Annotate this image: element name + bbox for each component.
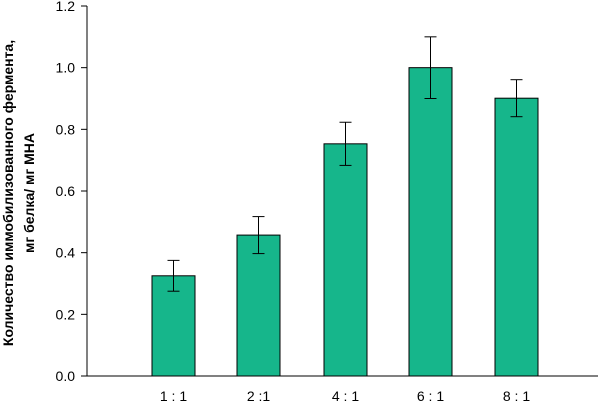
x-axis-ticks: 1 : 1 2 :1 4 : 1 6 : 1 8 : 1 [160,388,530,404]
y-axis-label-line-2: мг белка/ мг МНА [21,133,37,253]
y-axis-label: Количество иммобилизованного фермента, м… [0,40,37,346]
y-tick-label: 0.4 [56,245,76,261]
x-tick-label: 1 : 1 [160,388,187,404]
x-tick-label: 4 : 1 [332,388,359,404]
y-axis-ticks: 0.0 0.2 0.4 0.6 0.8 1.0 1.2 [56,0,87,384]
y-axis-label-line-1: Количество иммобилизованного фермента, [0,40,16,346]
bar [236,234,281,377]
bar [323,143,368,377]
x-tick-label: 8 : 1 [503,388,530,404]
y-tick-label: 0.6 [56,183,76,199]
x-tick-label: 6 : 1 [417,388,444,404]
bar [408,67,453,377]
y-tick-label: 0.8 [56,121,76,137]
y-tick-label: 1.0 [56,60,76,76]
bars-group [151,67,539,377]
y-tick-label: 0.2 [56,306,76,322]
y-tick-label: 0.0 [56,368,76,384]
bar [494,97,539,377]
x-tick-label: 2 :1 [247,388,271,404]
error-bars-group [167,36,523,292]
y-tick-label: 1.2 [56,0,76,14]
